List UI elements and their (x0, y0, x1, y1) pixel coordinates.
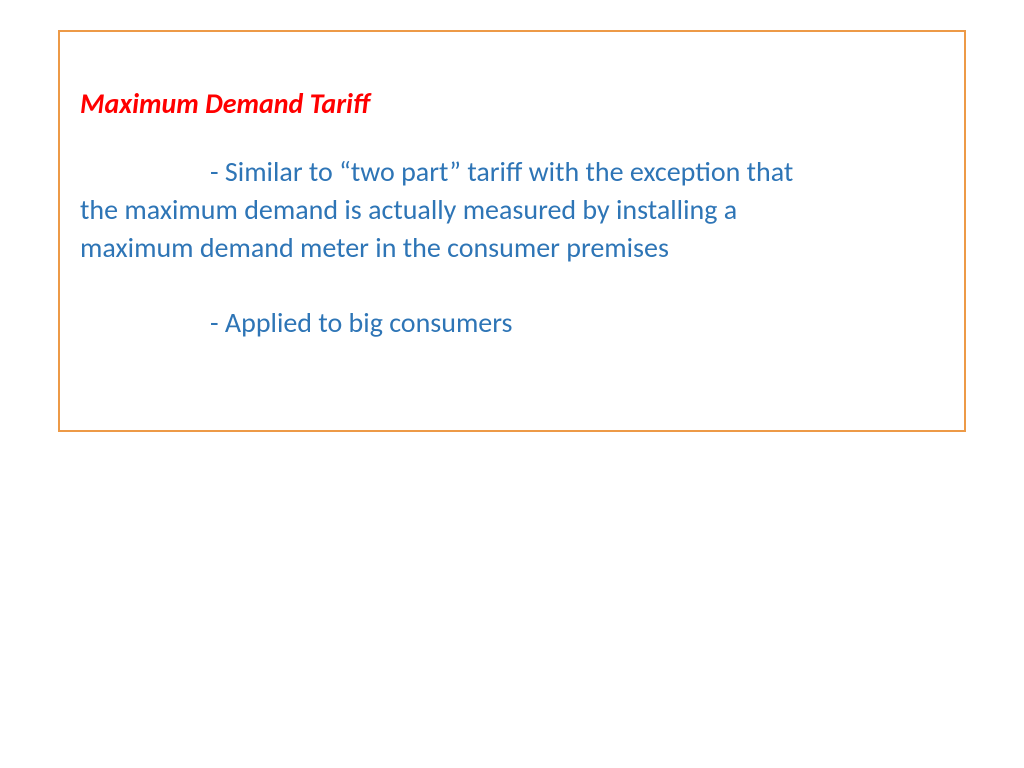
slide-title: Maximum Demand Tariff (80, 86, 944, 121)
slide-body: - Similar to “two part” tariff with the … (80, 153, 944, 342)
para2: - Applied to big consumers (210, 305, 512, 340)
para1-line2: the maximum demand is actually measured … (80, 192, 737, 227)
para1-line1: - Similar to “two part” tariff with the … (210, 154, 793, 189)
slide-content-box: Maximum Demand Tariff - Similar to “two … (58, 30, 966, 432)
para1-line3: maximum demand meter in the consumer pre… (80, 230, 669, 265)
